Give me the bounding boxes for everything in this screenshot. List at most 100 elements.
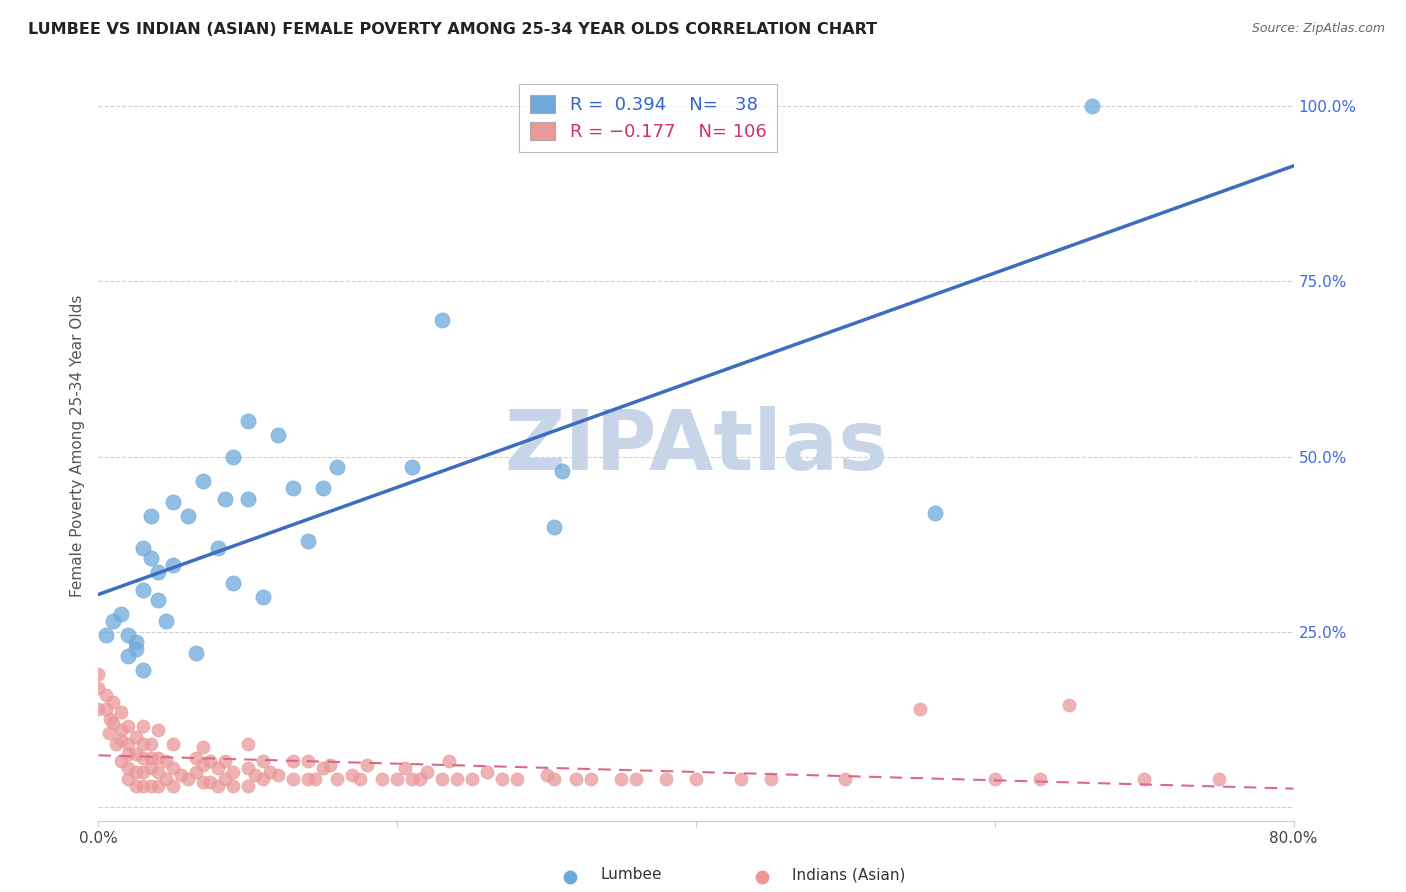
Point — [446, 772, 468, 786]
Point — [311, 481, 333, 495]
Point — [506, 772, 529, 786]
Point — [125, 764, 148, 779]
Point — [110, 607, 132, 621]
Point — [132, 737, 155, 751]
Point — [371, 772, 394, 786]
Point — [155, 772, 177, 786]
Point — [98, 712, 122, 726]
Point — [207, 779, 229, 793]
Point — [184, 764, 207, 779]
Point — [148, 593, 170, 607]
Point — [214, 754, 236, 768]
Text: Lumbee: Lumbee — [600, 867, 662, 882]
Point — [730, 772, 752, 786]
Point — [430, 772, 453, 786]
Point — [207, 541, 229, 555]
Point — [148, 723, 170, 737]
Point — [267, 768, 290, 782]
Point — [148, 764, 170, 779]
Point — [184, 646, 207, 660]
Point — [984, 772, 1007, 786]
Point — [461, 772, 484, 786]
Point — [222, 575, 245, 590]
Point — [177, 509, 200, 524]
Point — [162, 761, 184, 775]
Point — [139, 737, 162, 751]
Point — [132, 779, 155, 793]
Point — [536, 768, 558, 782]
Point — [610, 772, 633, 786]
Point — [103, 695, 125, 709]
Point — [139, 750, 162, 764]
Point — [626, 772, 648, 786]
Point — [117, 719, 139, 733]
Point — [148, 565, 170, 579]
Point — [162, 495, 184, 509]
Point — [110, 754, 132, 768]
Point — [148, 779, 170, 793]
Point — [207, 761, 229, 775]
Point — [125, 635, 148, 649]
Point — [236, 761, 259, 775]
Text: Indians (Asian): Indians (Asian) — [792, 867, 905, 882]
Point — [252, 772, 274, 786]
Point — [162, 558, 184, 572]
Point — [94, 701, 117, 715]
Point — [1208, 772, 1230, 786]
Point — [394, 761, 416, 775]
Point — [1028, 772, 1050, 786]
Point — [401, 772, 423, 786]
Point — [200, 775, 222, 789]
Point — [125, 730, 148, 744]
Point — [222, 450, 245, 464]
Point — [917, 852, 939, 866]
Point — [87, 701, 110, 715]
Point — [685, 772, 707, 786]
Point — [297, 754, 319, 768]
Point — [222, 779, 245, 793]
Point — [297, 533, 319, 548]
Point — [759, 772, 782, 786]
Legend: R =  0.394    N=   38, R = −0.177    N= 106: R = 0.394 N= 38, R = −0.177 N= 106 — [519, 84, 778, 152]
Point — [125, 779, 148, 793]
Point — [132, 541, 155, 555]
Point — [103, 715, 125, 730]
Point — [834, 772, 856, 786]
Point — [169, 768, 191, 782]
Point — [326, 460, 349, 475]
Point — [191, 740, 214, 755]
Point — [117, 737, 139, 751]
Point — [259, 764, 281, 779]
Point — [311, 761, 333, 775]
Point — [103, 614, 125, 628]
Point — [177, 772, 200, 786]
Point — [236, 491, 259, 506]
Point — [184, 750, 207, 764]
Point — [139, 779, 162, 793]
Point — [125, 747, 148, 761]
Point — [267, 428, 290, 442]
Point — [139, 761, 162, 775]
Point — [252, 754, 274, 768]
Point — [236, 415, 259, 429]
Point — [132, 663, 155, 677]
Point — [304, 772, 326, 786]
Point — [543, 519, 565, 533]
Point — [117, 772, 139, 786]
Point — [132, 750, 155, 764]
Point — [117, 628, 139, 642]
Point — [349, 772, 371, 786]
Point — [678, 852, 700, 866]
Point — [1133, 772, 1156, 786]
Y-axis label: Female Poverty Among 25-34 Year Olds: Female Poverty Among 25-34 Year Olds — [69, 295, 84, 597]
Point — [439, 754, 461, 768]
Point — [319, 757, 342, 772]
Point — [94, 688, 117, 702]
Point — [1059, 698, 1081, 712]
Point — [132, 582, 155, 597]
Point — [430, 313, 453, 327]
Point — [110, 723, 132, 737]
Point — [297, 772, 319, 786]
Point — [148, 750, 170, 764]
Point — [491, 772, 513, 786]
